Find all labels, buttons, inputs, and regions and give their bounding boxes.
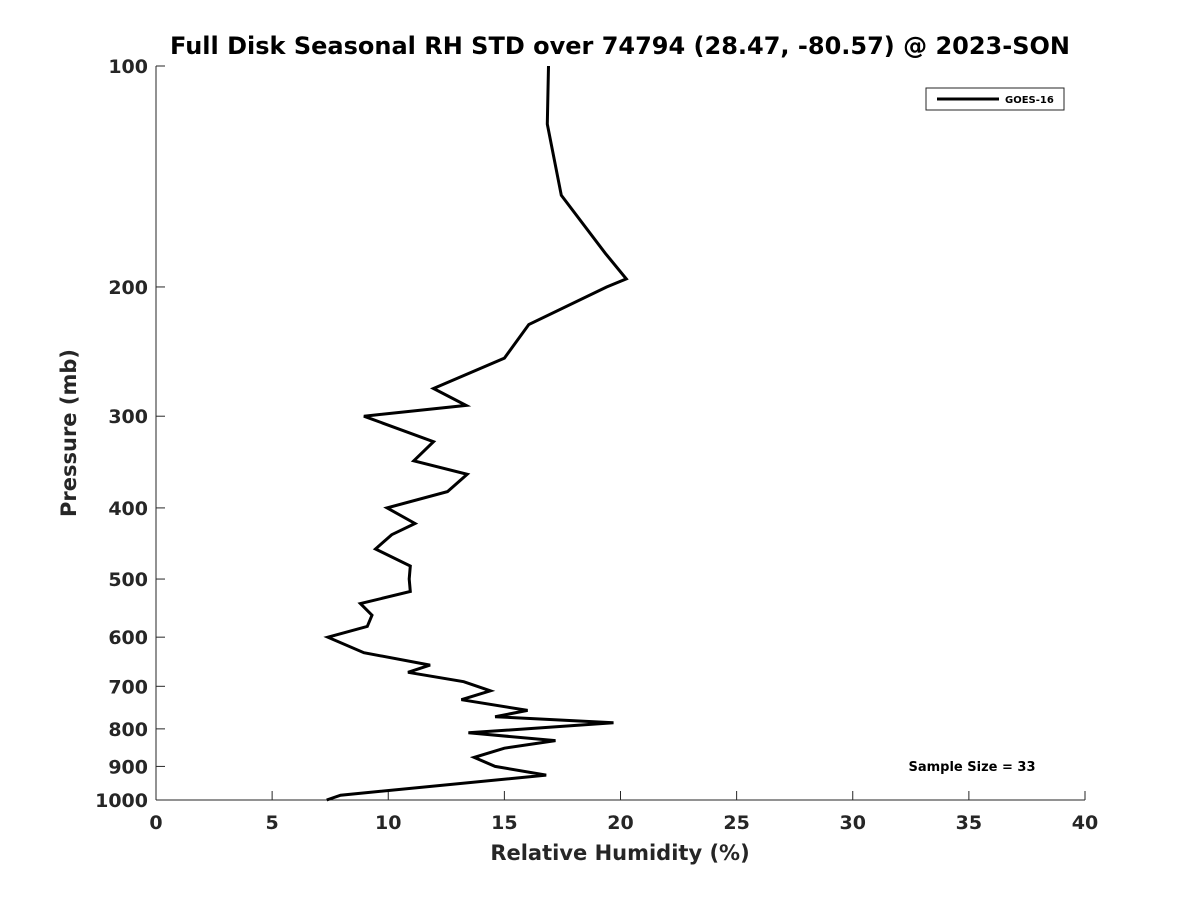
y-tick-label: 900	[108, 756, 148, 778]
sample-size-annotation: Sample Size = 33	[908, 760, 1035, 775]
y-axis-ticks: 100 200 300 400 500 600 700 800 900 1000	[95, 56, 165, 812]
x-axis-label: Relative Humidity (%)	[490, 841, 749, 865]
chart-title: Full Disk Seasonal RH STD over 74794 (28…	[170, 32, 1070, 60]
series-line-goes-16	[323, 65, 629, 802]
legend: GOES-16	[925, 87, 1065, 111]
y-tick-label: 300	[108, 406, 148, 428]
x-tick-label: 5	[266, 812, 279, 834]
x-tick-label: 20	[607, 812, 633, 834]
plot-area: 0 5 10 15 20 25 30 35 40 100 200 300 400 500 600 700 80…	[95, 56, 1098, 834]
y-tick-label: 600	[108, 627, 148, 649]
x-tick-label: 35	[956, 812, 982, 834]
x-tick-label: 0	[149, 812, 162, 834]
y-tick-label: 100	[108, 56, 148, 78]
y-tick-label: 200	[108, 277, 148, 299]
series-layer	[323, 65, 629, 802]
y-tick-label: 700	[108, 676, 148, 698]
y-tick-label: 400	[108, 498, 148, 520]
y-tick-label: 500	[108, 569, 148, 591]
x-tick-label: 30	[840, 812, 866, 834]
y-tick-label: 1000	[95, 790, 148, 812]
x-tick-label: 10	[375, 812, 401, 834]
x-tick-label: 15	[491, 812, 517, 834]
y-axis-label: Pressure (mb)	[57, 349, 81, 517]
y-tick-label: 800	[108, 719, 148, 741]
x-tick-label: 40	[1072, 812, 1098, 834]
x-tick-label: 25	[723, 812, 749, 834]
x-axis-ticks: 0 5 10 15 20 25 30 35 40	[149, 791, 1098, 834]
legend-label-goes-16: GOES-16	[1005, 95, 1054, 106]
